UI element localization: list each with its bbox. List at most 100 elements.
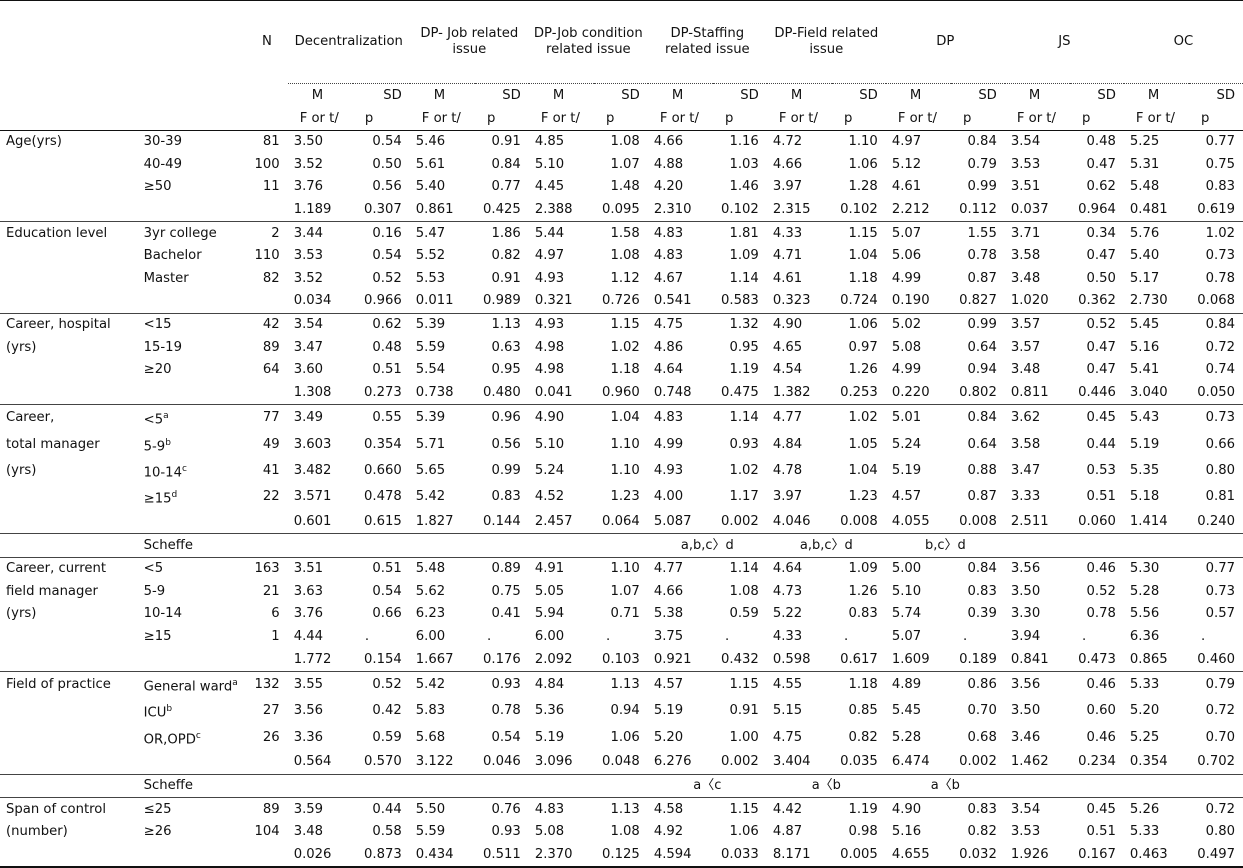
- header-p: p: [352, 107, 410, 131]
- value-cell-sd: 0.48: [372, 339, 402, 355]
- value-cell: 5.39: [409, 312, 475, 337]
- group-label: [0, 484, 138, 510]
- header-p: p: [1189, 107, 1243, 131]
- value-cell: 5.62: [415, 583, 446, 599]
- category-label: ≥26: [143, 824, 172, 840]
- group-label: [0, 268, 138, 291]
- value-cell-sd: 0.497: [1189, 843, 1243, 868]
- value-cell: 4.64: [766, 556, 832, 581]
- scheffe-label: Scheffe: [137, 773, 247, 798]
- value-cell: 3.44: [287, 221, 353, 245]
- value-cell-sd: 0.93: [729, 436, 759, 452]
- value-cell-sd: 0.51: [1086, 824, 1116, 840]
- table-row: 0.034 0.966 0.011 0.989 0.321 0.726 0.541 0.583…: [0, 290, 1243, 313]
- n-value: 1: [271, 628, 280, 644]
- value-cell-sd: 0.62: [352, 312, 410, 337]
- value-cell-sd: 1.09: [729, 248, 759, 264]
- value-cell-sd: 0.84: [1189, 312, 1243, 337]
- table-row: Age(yrs) 30-39 81 3.50 0.54 5.46 0.91 4.85 1.08 4…: [0, 131, 1243, 154]
- value-cell: 5.24: [891, 436, 922, 452]
- value-cell: 5.18: [1129, 489, 1160, 505]
- value-cell: 5.42: [409, 670, 475, 699]
- category-label: <5a: [137, 404, 247, 432]
- value-cell: 2.511: [1010, 513, 1049, 529]
- blank-cell: [1189, 773, 1243, 798]
- superscript: c: [195, 730, 201, 741]
- value-cell: 4.00: [653, 489, 684, 505]
- value-cell-sd: 0.234: [1078, 754, 1116, 770]
- header-n: N: [246, 0, 288, 84]
- value-cell-sd: 0.64: [967, 339, 997, 355]
- value-cell-sd: 0.70: [1205, 729, 1235, 745]
- value-cell-sd: 0.446: [1078, 384, 1116, 400]
- header-sd: SD: [1189, 83, 1243, 107]
- value-cell-sd: 0.473: [1078, 651, 1116, 667]
- group-label: Career, hospital: [0, 312, 138, 337]
- value-cell-sd: 0.39: [967, 606, 997, 622]
- value-cell-sd: 0.73: [1205, 248, 1235, 264]
- n-value: 2: [246, 221, 288, 245]
- value-cell-sd: 1.13: [474, 312, 529, 337]
- header-blank: [138, 84, 247, 108]
- value-cell-sd: .: [364, 628, 370, 644]
- value-cell-sd: 1.55: [951, 221, 1005, 245]
- category-label: ≤25: [137, 797, 247, 821]
- n-value: 89: [246, 797, 288, 821]
- value-cell: 4.64: [653, 362, 684, 378]
- category-label: ICUb: [143, 704, 173, 721]
- value-cell: 4.90: [766, 312, 832, 337]
- value-cell: 4.97: [891, 134, 922, 150]
- n-value: 100: [254, 156, 280, 172]
- group-label: [0, 245, 138, 268]
- n-value: 64: [262, 362, 280, 378]
- value-cell-sd: 0.51: [372, 362, 402, 378]
- value-cell-sd: 0.42: [372, 703, 402, 719]
- group-label: [0, 511, 138, 534]
- value-cell-sd: 0.307: [364, 202, 402, 218]
- value-cell: 5.30: [1123, 556, 1190, 581]
- value-cell-sd: 0.78: [1086, 606, 1116, 622]
- value-cell: 0.026: [287, 843, 353, 868]
- value-cell-sd: 0.52: [352, 670, 410, 699]
- value-cell-sd: 0.033: [713, 843, 767, 868]
- value-cell: 0.861: [415, 202, 454, 218]
- value-cell: 3.50: [1010, 703, 1041, 719]
- blank-cell: [287, 773, 353, 798]
- value-cell-sd: 1.48: [610, 179, 640, 195]
- value-cell: 3.63: [293, 583, 324, 599]
- value-cell: 0.541: [653, 293, 692, 309]
- value-cell-sd: 0.724: [840, 293, 878, 309]
- n-value: 22: [262, 489, 280, 505]
- value-cell: 0.190: [891, 293, 930, 309]
- header-p: p: [474, 107, 529, 131]
- value-cell-sd: .: [1082, 628, 1087, 644]
- value-cell-sd: 1.07: [610, 156, 640, 172]
- value-cell-sd: 0.167: [1070, 843, 1124, 868]
- n-value: 104: [254, 824, 280, 840]
- value-cell-sd: 0.046: [483, 754, 521, 770]
- value-cell: 3.76: [293, 179, 324, 195]
- value-cell: 4.75: [772, 729, 803, 745]
- value-cell-sd: 1.81: [713, 221, 767, 245]
- value-cell: 3.30: [1010, 606, 1041, 622]
- category-label: [138, 511, 247, 534]
- value-cell-sd: 0.59: [729, 606, 759, 622]
- value-cell-sd: 0.005: [832, 843, 886, 868]
- value-cell-sd: 0.34: [1070, 221, 1124, 245]
- value-cell-sd: 0.64: [967, 436, 997, 452]
- value-cell: 2.092: [534, 651, 573, 667]
- value-cell: 2.370: [528, 843, 594, 868]
- value-cell: 5.02: [885, 312, 952, 337]
- value-cell-sd: 0.51: [1086, 489, 1116, 505]
- blank-cell: [528, 773, 594, 798]
- value-cell: 4.046: [772, 513, 811, 529]
- blank-cell: [246, 773, 288, 798]
- value-cell-sd: 1.04: [848, 463, 878, 479]
- value-cell: 3.571: [293, 489, 332, 505]
- value-cell-sd: 0.52: [1070, 312, 1124, 337]
- value-cell: 1.827: [415, 513, 454, 529]
- value-cell-sd: 1.00: [729, 729, 759, 745]
- value-cell: 5.52: [415, 248, 446, 264]
- value-cell-sd: 1.07: [610, 583, 640, 599]
- value-cell-sd: 0.478: [364, 489, 402, 505]
